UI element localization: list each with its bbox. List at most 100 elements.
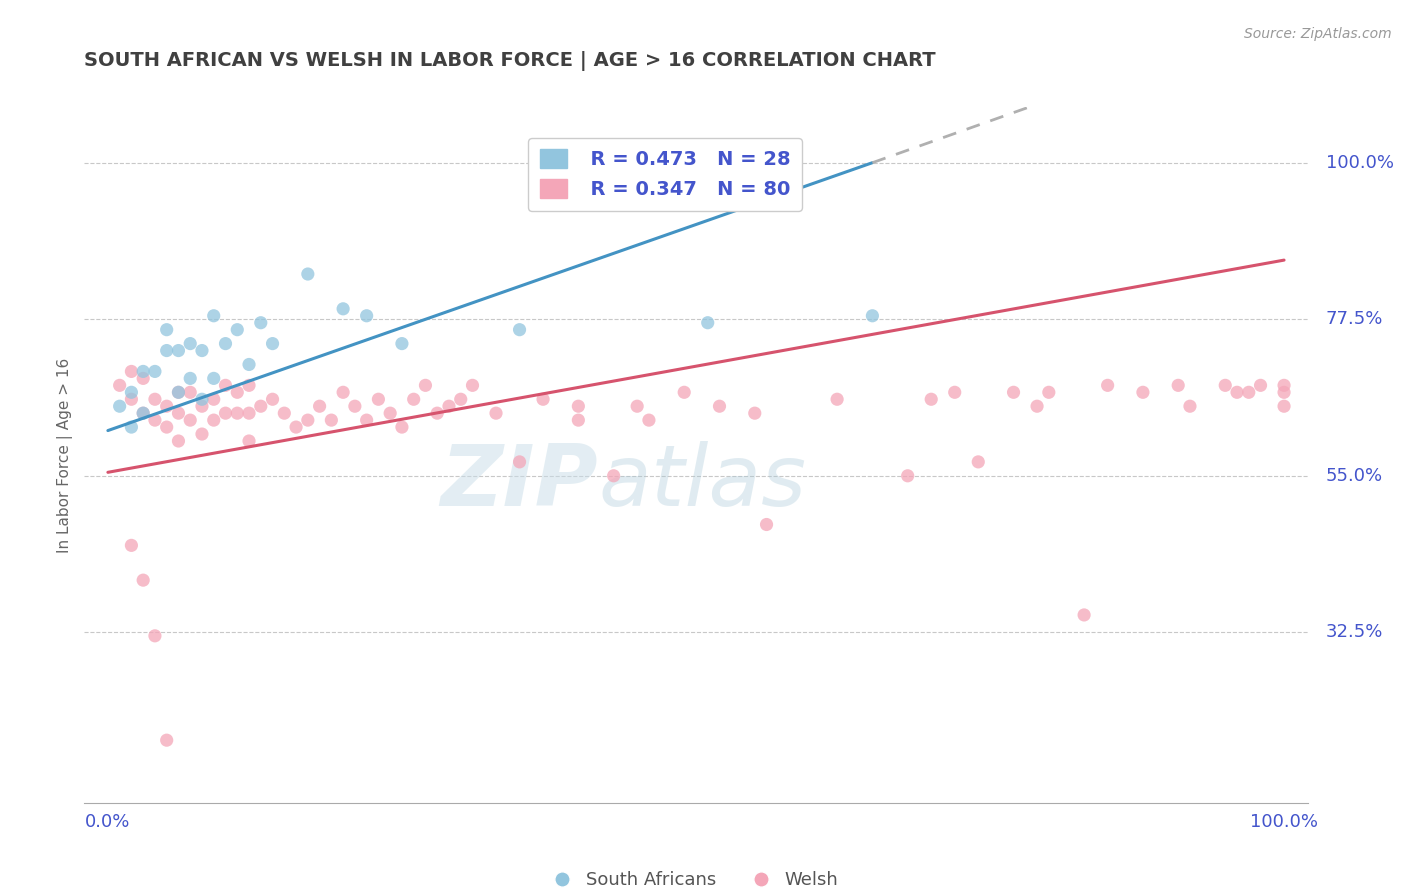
Point bbox=[415, 378, 437, 392]
Point bbox=[191, 392, 214, 407]
Point bbox=[567, 413, 589, 427]
Point bbox=[332, 301, 354, 316]
Point bbox=[191, 343, 214, 358]
Point bbox=[709, 399, 731, 413]
Point bbox=[485, 406, 508, 420]
Point bbox=[143, 629, 166, 643]
Point bbox=[143, 364, 166, 378]
Point bbox=[179, 336, 201, 351]
Point bbox=[156, 343, 179, 358]
Point bbox=[509, 455, 531, 469]
Point bbox=[461, 378, 484, 392]
Point bbox=[143, 392, 166, 407]
Point bbox=[214, 406, 236, 420]
Point bbox=[202, 309, 225, 323]
Point bbox=[167, 343, 190, 358]
Point bbox=[167, 406, 190, 420]
Point bbox=[1132, 385, 1154, 400]
Point bbox=[755, 517, 778, 532]
Point bbox=[391, 420, 413, 434]
Point bbox=[202, 392, 225, 407]
Point bbox=[1178, 399, 1201, 413]
Point bbox=[273, 406, 295, 420]
Text: ZIP: ZIP bbox=[440, 442, 598, 524]
Point bbox=[238, 358, 260, 372]
Point bbox=[1026, 399, 1049, 413]
Legend: South Africans, Welsh: South Africans, Welsh bbox=[546, 864, 846, 892]
Text: 32.5%: 32.5% bbox=[1326, 624, 1384, 641]
Point bbox=[1272, 399, 1295, 413]
Point bbox=[673, 385, 696, 400]
Point bbox=[156, 323, 179, 337]
Point bbox=[626, 399, 648, 413]
Point bbox=[1226, 385, 1249, 400]
Point bbox=[120, 392, 142, 407]
Point bbox=[356, 309, 378, 323]
Point bbox=[367, 392, 389, 407]
Point bbox=[1038, 385, 1060, 400]
Point bbox=[860, 309, 883, 323]
Point bbox=[226, 385, 249, 400]
Point bbox=[120, 364, 142, 378]
Point bbox=[967, 455, 990, 469]
Point bbox=[696, 316, 718, 330]
Point bbox=[638, 413, 661, 427]
Point bbox=[156, 399, 179, 413]
Point bbox=[1073, 607, 1095, 622]
Point bbox=[450, 392, 472, 407]
Point bbox=[167, 385, 190, 400]
Point bbox=[285, 420, 308, 434]
Point bbox=[567, 399, 589, 413]
Point bbox=[262, 392, 284, 407]
Text: SOUTH AFRICAN VS WELSH IN LABOR FORCE | AGE > 16 CORRELATION CHART: SOUTH AFRICAN VS WELSH IN LABOR FORCE | … bbox=[84, 52, 936, 71]
Point bbox=[437, 399, 460, 413]
Point bbox=[238, 378, 260, 392]
Point bbox=[1272, 378, 1295, 392]
Point bbox=[744, 406, 766, 420]
Text: 77.5%: 77.5% bbox=[1326, 310, 1384, 328]
Text: 100.0%: 100.0% bbox=[1326, 153, 1393, 171]
Point bbox=[1167, 378, 1189, 392]
Point bbox=[321, 413, 343, 427]
Point bbox=[1237, 385, 1260, 400]
Point bbox=[249, 316, 271, 330]
Point bbox=[825, 392, 848, 407]
Point bbox=[297, 267, 319, 281]
Point bbox=[120, 538, 142, 552]
Point bbox=[402, 392, 425, 407]
Point bbox=[226, 406, 249, 420]
Point bbox=[167, 434, 190, 448]
Point bbox=[226, 323, 249, 337]
Y-axis label: In Labor Force | Age > 16: In Labor Force | Age > 16 bbox=[58, 358, 73, 552]
Point bbox=[238, 406, 260, 420]
Point bbox=[531, 392, 554, 407]
Point bbox=[179, 385, 201, 400]
Point bbox=[108, 399, 131, 413]
Point bbox=[391, 336, 413, 351]
Point bbox=[509, 323, 531, 337]
Point bbox=[602, 468, 624, 483]
Text: Source: ZipAtlas.com: Source: ZipAtlas.com bbox=[1244, 27, 1392, 41]
Point bbox=[1213, 378, 1236, 392]
Point bbox=[214, 336, 236, 351]
Point bbox=[202, 371, 225, 385]
Point bbox=[297, 413, 319, 427]
Point bbox=[202, 413, 225, 427]
Point bbox=[920, 392, 942, 407]
Point bbox=[156, 733, 179, 747]
Text: atlas: atlas bbox=[598, 442, 806, 524]
Point bbox=[120, 420, 142, 434]
Point bbox=[120, 385, 142, 400]
Point bbox=[132, 406, 155, 420]
Point bbox=[249, 399, 271, 413]
Point bbox=[332, 385, 354, 400]
Point bbox=[238, 434, 260, 448]
Point bbox=[132, 406, 155, 420]
Point bbox=[378, 406, 402, 420]
Point bbox=[356, 413, 378, 427]
Point bbox=[943, 385, 966, 400]
Point bbox=[191, 399, 214, 413]
Point bbox=[167, 385, 190, 400]
Point bbox=[1272, 385, 1295, 400]
Point bbox=[1097, 378, 1119, 392]
